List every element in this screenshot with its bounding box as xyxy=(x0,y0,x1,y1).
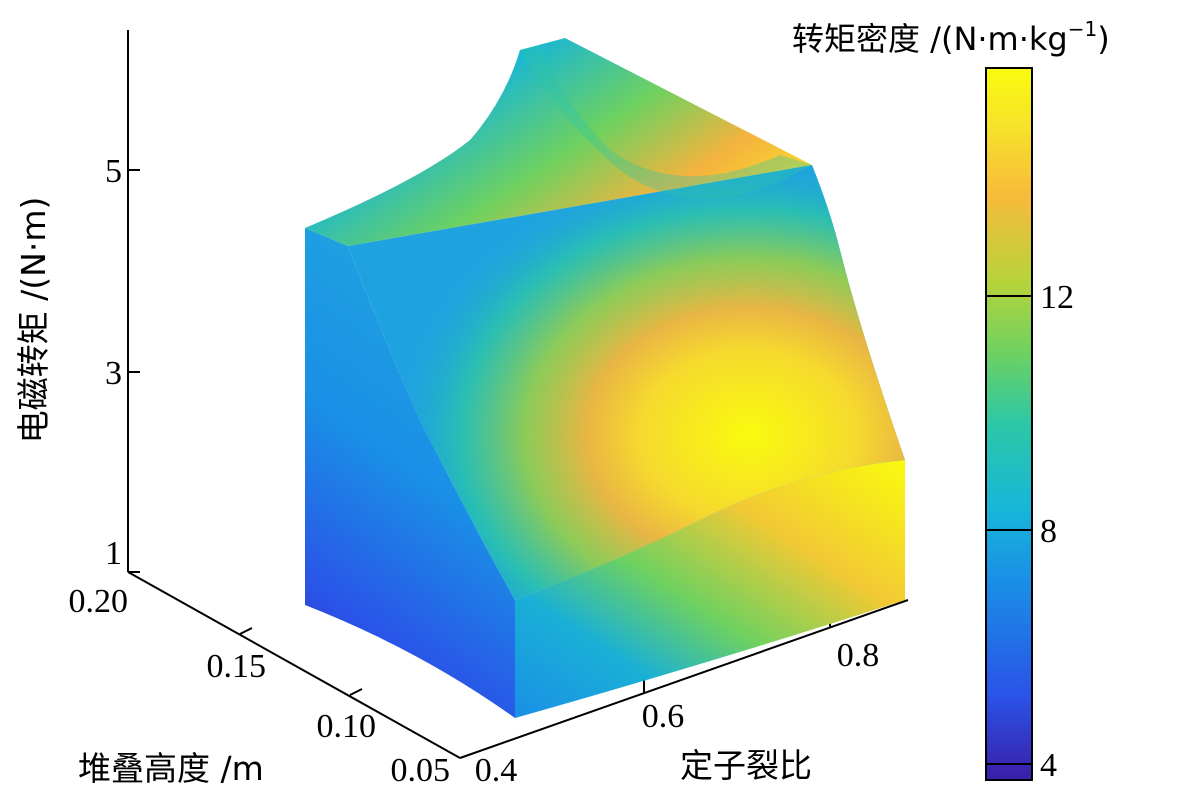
surface-solid xyxy=(305,38,905,718)
colorbar-label-sup: −1 xyxy=(1068,17,1097,41)
z-tick-label: 3 xyxy=(105,355,122,392)
z-tick-labels: 5 3 1 xyxy=(105,153,122,572)
colorbar-bar xyxy=(985,67,1033,781)
y-tick-015 xyxy=(239,627,253,635)
colorbar-label: 转矩密度 /(N·m·kg−1) xyxy=(792,17,1110,58)
y-tick-label: 0.15 xyxy=(207,648,267,685)
x-tick-label: 0.4 xyxy=(475,752,518,789)
colorbar-label-end: ) xyxy=(1097,20,1109,58)
surface-main-face-glow xyxy=(348,165,905,600)
surface-front-face xyxy=(515,460,905,718)
colorbar-tick-label: 4 xyxy=(1040,747,1057,784)
surface-top-face xyxy=(305,38,812,246)
y-tick-label: 0.05 xyxy=(391,752,451,789)
surface-curved-band xyxy=(520,45,812,199)
y-tick-label: 0.10 xyxy=(317,708,377,745)
axes-frame xyxy=(127,30,909,759)
x-tick-label: 0.6 xyxy=(642,698,685,735)
colorbar-tick-label: 8 xyxy=(1040,513,1057,550)
z-tick-label: 5 xyxy=(105,153,122,190)
x-tick-labels: 0.4 0.6 0.8 xyxy=(475,637,880,789)
colorbar-label-main: 转矩密度 /(N·m·kg xyxy=(792,20,1068,58)
y-tick-010 xyxy=(349,688,363,696)
x-tick-label: 0.8 xyxy=(837,637,880,674)
colorbar-tick-label: 12 xyxy=(1040,279,1074,316)
y-tick-labels: 0.20 0.15 0.10 0.05 xyxy=(69,583,451,789)
y-axis-label: 堆叠高度 /m xyxy=(78,749,264,788)
surface-left-face xyxy=(305,228,515,718)
y-tick-label: 0.20 xyxy=(69,583,129,620)
x-axis-line xyxy=(459,599,909,759)
x-axis-label: 定子裂比 xyxy=(680,746,812,785)
z-axis-label: 电磁转矩 /(N·m) xyxy=(14,197,53,444)
y-axis-line xyxy=(127,571,461,759)
z-tick-label: 1 xyxy=(105,535,122,572)
colorbar: 12 8 4 转矩密度 /(N·m·kg−1) xyxy=(792,17,1110,784)
